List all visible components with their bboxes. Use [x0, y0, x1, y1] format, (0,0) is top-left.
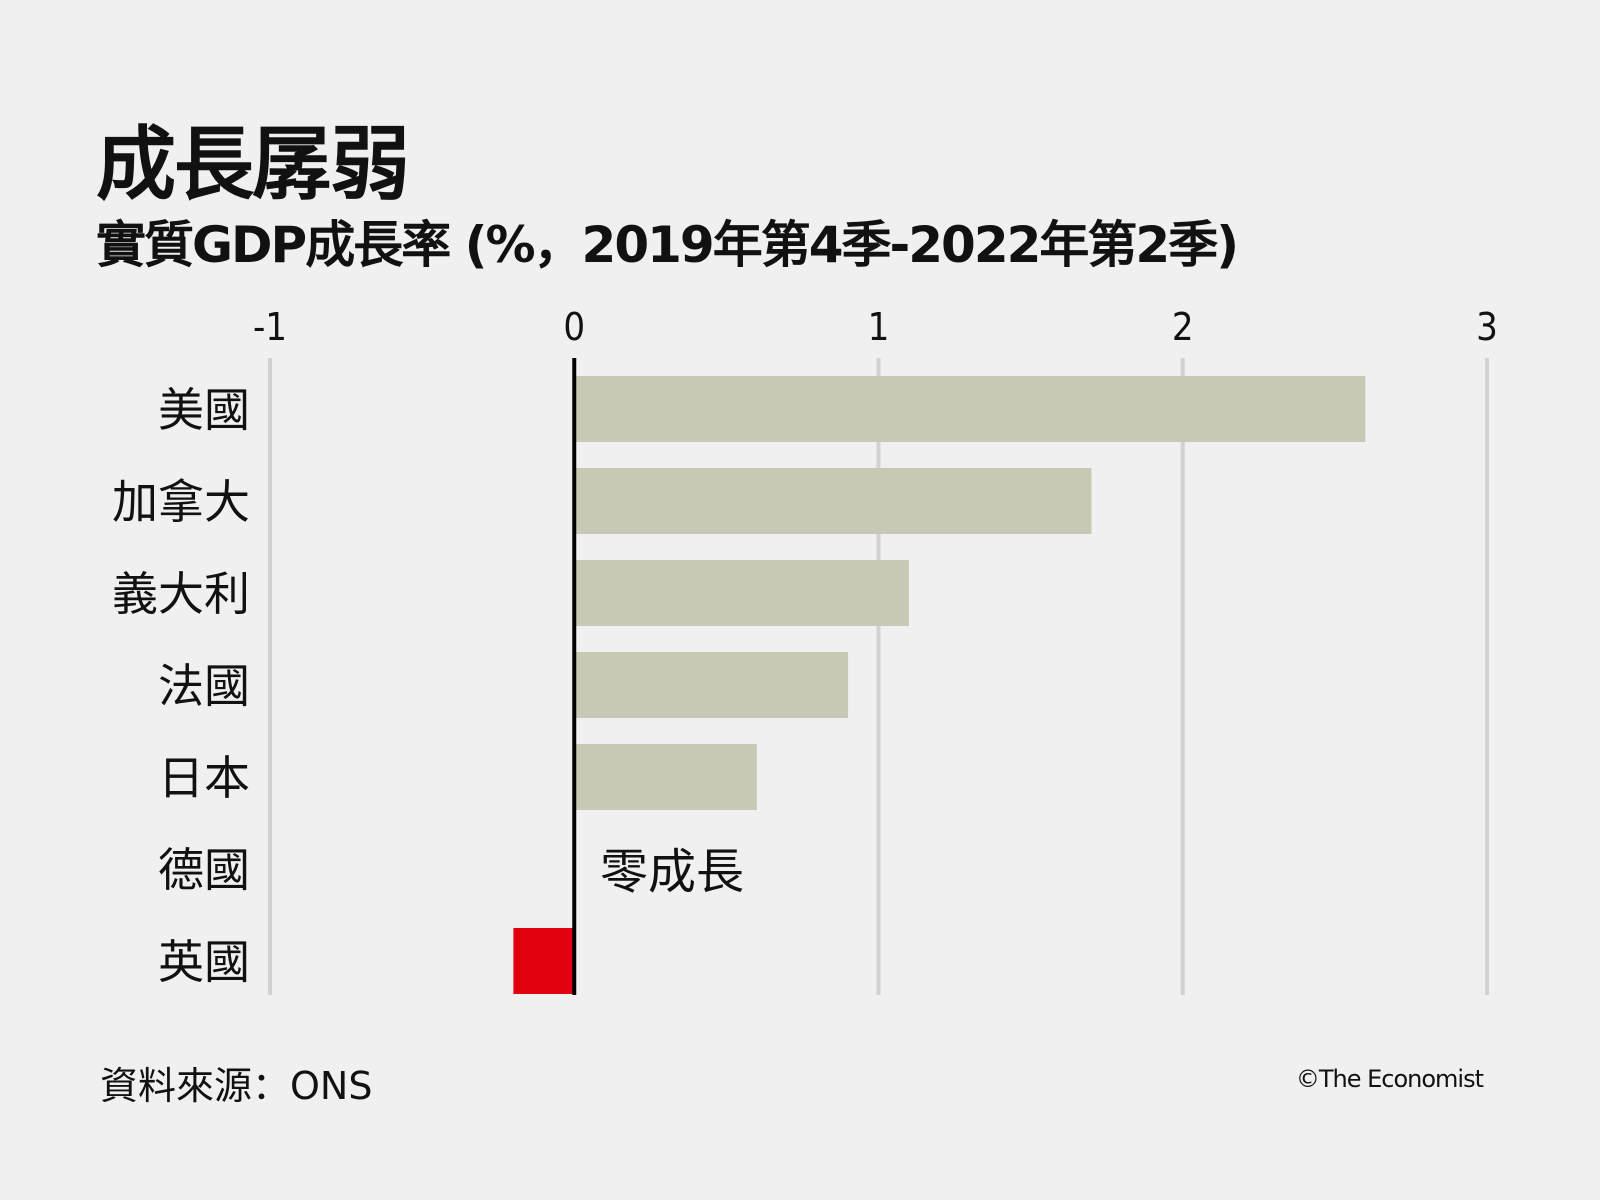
- chart-subtitle: 實質GDP成長率 (%，2019年第4季-2022年第2季): [96, 216, 1239, 274]
- category-label: 英國: [158, 935, 250, 989]
- bar-加拿大: [574, 468, 1092, 534]
- x-tick-label: 2: [1172, 305, 1194, 349]
- x-tick-label: 3: [1476, 305, 1498, 349]
- bar-日本: [574, 744, 757, 810]
- bar-英國: [513, 928, 575, 994]
- category-label: 日本: [158, 751, 250, 805]
- category-label: 法國: [158, 659, 250, 713]
- annotation-zero-growth: 零成長: [600, 844, 744, 900]
- bar-法國: [574, 652, 849, 718]
- x-tick-label: -1: [253, 305, 287, 349]
- bar-美國: [574, 376, 1366, 442]
- chart-title: 成長孱弱: [96, 118, 410, 211]
- category-label: 德國: [158, 843, 250, 897]
- category-label: 美國: [158, 383, 250, 437]
- category-label: 加拿大: [112, 475, 250, 529]
- category-label: 義大利: [112, 567, 250, 621]
- copyright: ©The Economist: [1295, 1065, 1484, 1093]
- x-tick-label: 1: [868, 305, 890, 349]
- bar-義大利: [574, 560, 909, 626]
- x-tick-label: 0: [563, 305, 585, 349]
- source-note: 資料來源：ONS: [100, 1064, 373, 1108]
